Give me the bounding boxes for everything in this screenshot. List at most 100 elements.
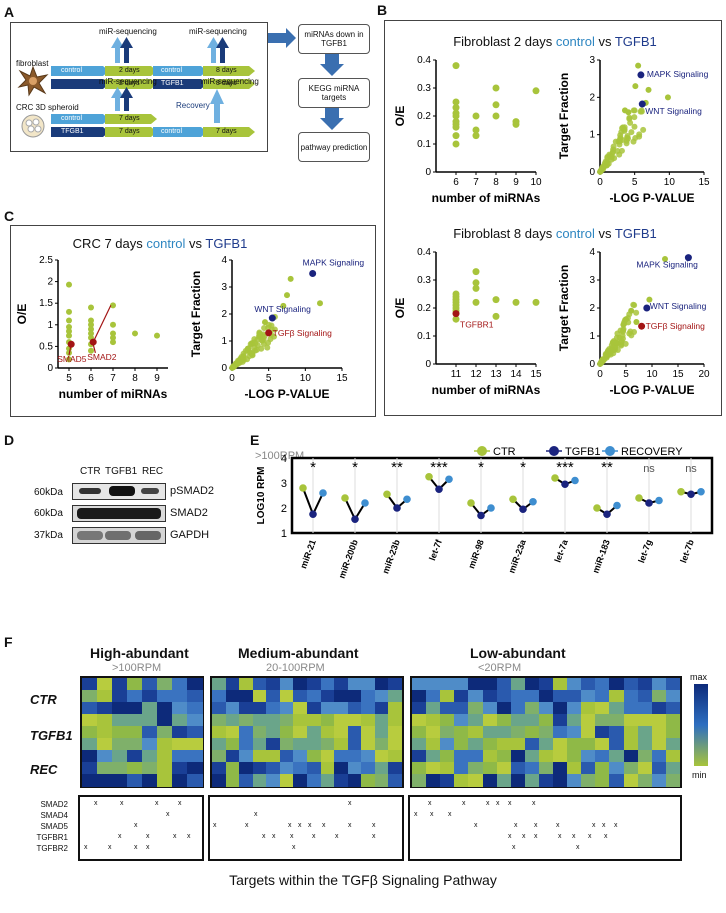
point-annotation: MAPK Signaling xyxy=(647,69,709,79)
heatmap-cell xyxy=(334,762,349,775)
heatmap-cell xyxy=(239,750,254,763)
heatmap-cell xyxy=(97,702,113,715)
heatmap-cell xyxy=(239,726,254,739)
x-axis-label: number of miRNAs xyxy=(432,383,541,397)
heatmap-cell xyxy=(553,726,568,739)
panel-b-box xyxy=(384,20,722,416)
target-mark: x xyxy=(178,800,182,807)
heatmap-cell xyxy=(97,762,113,775)
heatmap-cell xyxy=(482,750,498,763)
heatmap-cell xyxy=(239,774,254,787)
heatmap-cell xyxy=(361,678,376,691)
data-point xyxy=(361,499,369,507)
connector xyxy=(302,487,314,515)
x-tick-label: 9 xyxy=(154,373,160,384)
target-mark: x xyxy=(496,800,500,807)
y-axis-label: Target Fraction xyxy=(189,271,203,357)
heatmap-cell xyxy=(482,678,498,691)
data-point xyxy=(646,296,653,303)
highlight-point xyxy=(684,254,692,262)
data-point xyxy=(622,340,629,347)
significance-mark: * xyxy=(478,459,484,476)
target-mark: x xyxy=(254,811,258,818)
heatmap-cell xyxy=(651,738,667,751)
flow-arrow-down-1 xyxy=(320,54,344,76)
data-point xyxy=(256,329,263,336)
heatmap-cell xyxy=(388,774,403,787)
heatmap-cell xyxy=(279,678,294,691)
heatmap-cell xyxy=(595,762,610,775)
target-mark: x xyxy=(514,822,518,829)
seg-control: control xyxy=(61,67,83,74)
data-point xyxy=(261,325,268,332)
panel-b-label: B xyxy=(377,2,388,18)
data-point xyxy=(603,510,611,519)
plot-frame xyxy=(290,456,714,535)
data-point xyxy=(233,361,240,368)
heatmap-low xyxy=(410,676,682,788)
heatmap-cell xyxy=(388,726,403,739)
blot-gapdh xyxy=(72,527,166,544)
heatmap-cell xyxy=(412,774,427,787)
hm-sub-high: >100RPM xyxy=(112,662,162,674)
target-mark: x xyxy=(245,822,249,829)
heatmap-cell xyxy=(524,690,540,703)
heatmap-cell xyxy=(361,690,376,703)
data-point xyxy=(599,166,606,173)
heatmap-cell xyxy=(252,678,267,691)
target-mark: x xyxy=(576,844,580,851)
data-point xyxy=(618,147,625,154)
y-tick-label: 0 xyxy=(589,359,595,370)
heatmap-cell xyxy=(127,726,143,739)
x-tick-label: 14 xyxy=(510,369,522,380)
heatmap-cell xyxy=(482,762,498,775)
target-mark: x xyxy=(134,822,138,829)
x-tick-label: miR-183 xyxy=(591,538,612,574)
heatmap-cell xyxy=(412,726,427,739)
seg-2days-b: 2 days xyxy=(119,80,140,87)
target-mark: x xyxy=(558,833,562,840)
heatmap-cell xyxy=(623,738,639,751)
recovery-label: Recovery xyxy=(176,101,210,110)
heatmap-cell xyxy=(225,774,240,787)
data-point xyxy=(299,484,307,492)
seg-crc-7days: 7 days xyxy=(119,115,140,122)
data-point xyxy=(477,511,485,520)
heatmap-cell xyxy=(496,738,512,751)
spheroid-icon xyxy=(21,114,45,138)
data-point xyxy=(617,132,624,139)
heatmap-cell xyxy=(651,714,667,727)
data-point xyxy=(611,343,618,350)
highlight-point xyxy=(265,329,273,337)
heatmap-cell xyxy=(266,714,281,727)
target-mark: x xyxy=(512,844,516,851)
heatmap-cell xyxy=(320,702,335,715)
x-axis-label: number of miRNAs xyxy=(432,191,541,205)
heatmap-cell xyxy=(320,774,335,787)
point-annotation: TGFBR1 xyxy=(460,320,494,330)
target-mark: x xyxy=(372,833,376,840)
y-tick-label: 0.2 xyxy=(417,111,431,122)
data-point xyxy=(593,504,601,512)
heatmap-cell xyxy=(623,714,639,727)
fibroblast-label: fibroblast xyxy=(16,59,49,68)
target-mark: x xyxy=(134,844,138,851)
x-axis-label: number of miRNAs xyxy=(59,387,168,401)
heatmap-cell xyxy=(320,750,335,763)
heatmap-cell xyxy=(581,762,596,775)
heatmap-cell xyxy=(440,714,455,727)
heatmap-cell xyxy=(334,702,349,715)
data-point xyxy=(393,504,401,512)
heatmap-cell xyxy=(553,738,568,751)
heatmap-cell xyxy=(496,774,512,787)
heatmap-cell xyxy=(440,750,455,763)
target-mark: x xyxy=(348,822,352,829)
heatmap-cell xyxy=(440,738,455,751)
heatmap-cell xyxy=(510,690,526,703)
heatmap-cell xyxy=(142,714,158,727)
heatmap-cell xyxy=(482,774,498,787)
target-mark: x xyxy=(604,833,608,840)
heatmap-cell xyxy=(581,678,596,691)
heatmap-cell xyxy=(82,774,98,787)
heatmap-cell xyxy=(581,738,596,751)
